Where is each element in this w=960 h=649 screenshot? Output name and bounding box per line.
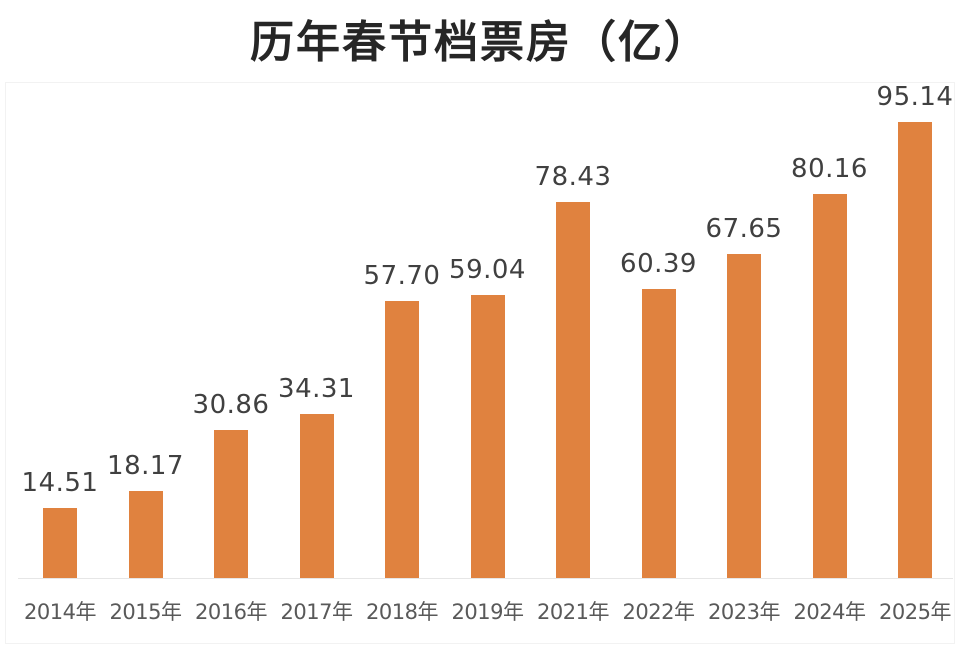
plot-area: [5, 82, 955, 644]
bar-2025年: [898, 122, 932, 578]
data-label: 57.70: [363, 261, 441, 292]
bar-2024年: [812, 193, 847, 578]
x-axis-tick-label: 2014年: [24, 600, 96, 624]
x-axis-tick-label: 2022年: [622, 600, 695, 624]
data-label: 59.04: [449, 255, 526, 286]
x-axis-tick-label: 2023年: [708, 600, 780, 624]
bar-2016年: [214, 430, 248, 578]
data-label: 14.51: [21, 468, 99, 499]
bar-2022年: [641, 288, 676, 578]
data-label: 18.17: [107, 450, 184, 481]
bar-2021年: [556, 202, 590, 578]
data-label: 78.43: [534, 162, 612, 193]
x-axis-tick-label: 2018年: [366, 600, 438, 624]
x-axis-tick-label: 2016年: [195, 600, 267, 624]
data-label: 80.16: [791, 153, 868, 184]
bar-2014年: [43, 508, 77, 578]
x-axis-baseline: [18, 578, 953, 579]
x-axis-tick-label: 2017年: [280, 600, 353, 624]
chart-title: 历年春节档票房（亿）: [250, 17, 710, 68]
x-axis-tick-label: 2024年: [793, 600, 866, 624]
bar-2015年: [128, 490, 163, 578]
bar-2017年: [299, 413, 334, 578]
x-axis-tick-label: 2025年: [879, 600, 951, 624]
data-label: 95.14: [876, 82, 954, 112]
x-axis-tick-label: 2021年: [537, 600, 609, 624]
bar-2018年: [385, 301, 419, 578]
x-axis-tick-label: 2015年: [109, 600, 182, 624]
bar-2023年: [727, 253, 761, 578]
x-axis-tick-label: 2019年: [451, 600, 524, 624]
bar-2019年: [470, 295, 505, 578]
data-label: 34.31: [278, 373, 355, 404]
data-label: 30.86: [192, 390, 270, 421]
data-label: 60.39: [620, 248, 697, 279]
data-label: 67.65: [705, 213, 783, 244]
